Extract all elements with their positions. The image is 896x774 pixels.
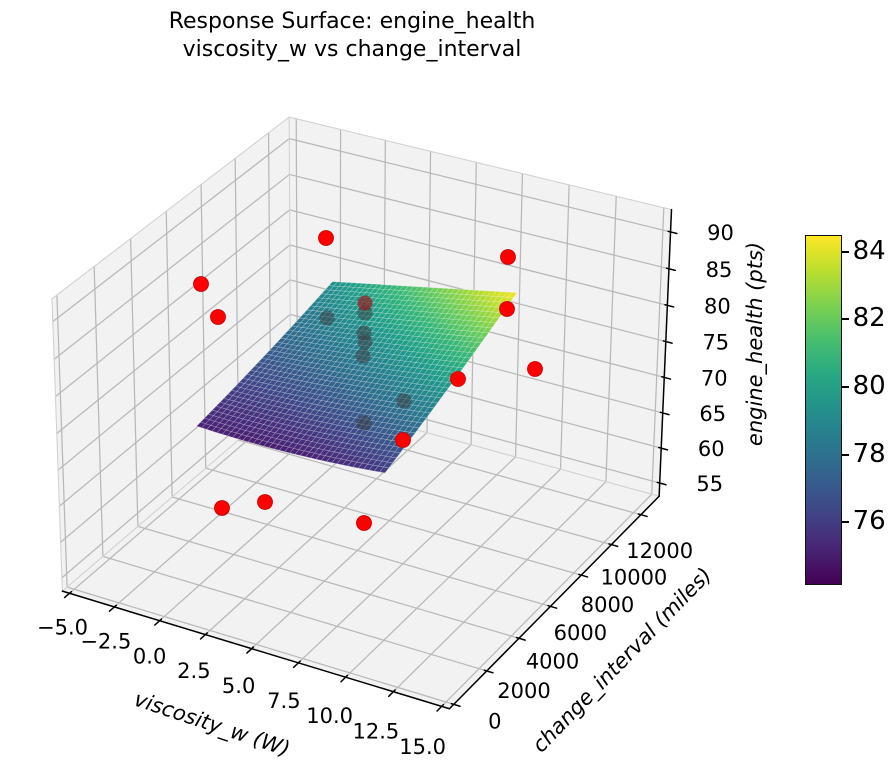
scatter-point-occluded	[355, 348, 371, 364]
scatter-point	[257, 494, 273, 510]
chart-title-line1: Response Surface: engine_health	[168, 9, 536, 34]
tick-label: 70	[701, 366, 728, 390]
scatter-point	[193, 276, 209, 292]
colorbar	[805, 235, 842, 585]
tick-marks	[63, 230, 678, 712]
tick-label: 7.5	[267, 689, 300, 713]
scatter-point-partially-occluded	[357, 295, 373, 311]
tick-label: 90	[707, 221, 734, 245]
tick-labels: −5.0−2.50.0 2.5 5.0 7.510.012.515.0 0 2000 400…	[37, 221, 734, 759]
colorbar-tick-label: 76	[852, 505, 886, 536]
colorbar-tick	[841, 250, 849, 253]
surface-mesh-cell	[457, 362, 468, 369]
scatter-point-occluded	[319, 310, 335, 326]
scatter-point-occluded	[357, 334, 373, 350]
surface-mesh-cell	[409, 426, 420, 434]
surface-mesh-cell	[383, 461, 393, 469]
tick-label: −2.5	[80, 630, 131, 654]
tick-label: 0	[488, 709, 501, 733]
colorbar-tick-label: 80	[852, 370, 886, 401]
colorbar-tick-label: 82	[852, 303, 886, 334]
tick-label: 60	[698, 437, 725, 461]
scatter-points-occluded	[319, 295, 412, 431]
tick-label: −5.0	[37, 615, 88, 639]
surface-mesh-cell	[379, 466, 390, 474]
tick-label: 8000	[581, 593, 634, 617]
colorbar-tick-label: 78	[852, 438, 886, 469]
surface-mesh-cell	[489, 317, 500, 324]
tick-label: 75	[702, 331, 729, 355]
scatter-point	[500, 249, 516, 265]
scatter-point-occluded	[356, 415, 372, 431]
surface-mesh-cell	[420, 411, 431, 419]
colorbar-tick	[841, 521, 849, 524]
scatter-point	[210, 309, 226, 325]
chart-title: Response Surface: engine_health viscosit…	[128, 8, 576, 64]
scatter-point	[499, 301, 515, 317]
tick-label: 5.0	[222, 674, 255, 698]
tick-label: 85	[706, 258, 733, 282]
colorbar-tick	[841, 386, 849, 389]
tick-label: 12000	[626, 539, 693, 563]
scatter-point	[356, 515, 372, 531]
scatter-point	[318, 230, 334, 246]
scatter-point-occluded	[396, 393, 412, 409]
scatter-points	[193, 230, 543, 531]
chart-title-line2: viscosity_w vs change_interval	[182, 37, 522, 62]
colorbar-tick	[841, 453, 849, 456]
scatter-point	[214, 500, 230, 516]
tick-label: 2.5	[177, 659, 210, 683]
tick-label: 65	[699, 402, 726, 426]
colorbar-tick	[841, 318, 849, 321]
tick-label: 6000	[554, 621, 607, 645]
tick-label: 4000	[526, 650, 579, 674]
tick-label: 10.0	[306, 704, 353, 728]
response-surface	[196, 281, 518, 474]
tick-label: 12.5	[352, 719, 399, 743]
tick-label: 10000	[600, 566, 667, 590]
scatter-point	[527, 361, 543, 377]
colorbar-tick-label: 84	[852, 235, 886, 266]
tick-label: 0.0	[133, 644, 166, 668]
z-axis-label: engine_health (pts)	[743, 241, 767, 447]
tick-label: 80	[704, 294, 731, 318]
tick-label: 2000	[497, 679, 550, 703]
surface-mesh-cell	[435, 391, 446, 399]
tick-label: 55	[696, 472, 723, 496]
surface-mesh-cell	[424, 406, 435, 414]
scatter-point	[450, 371, 466, 387]
tick-label: 15.0	[399, 735, 446, 759]
scatter-point	[395, 432, 411, 448]
surface-mesh-cell	[507, 291, 518, 299]
surface-mesh-cell	[416, 416, 427, 424]
